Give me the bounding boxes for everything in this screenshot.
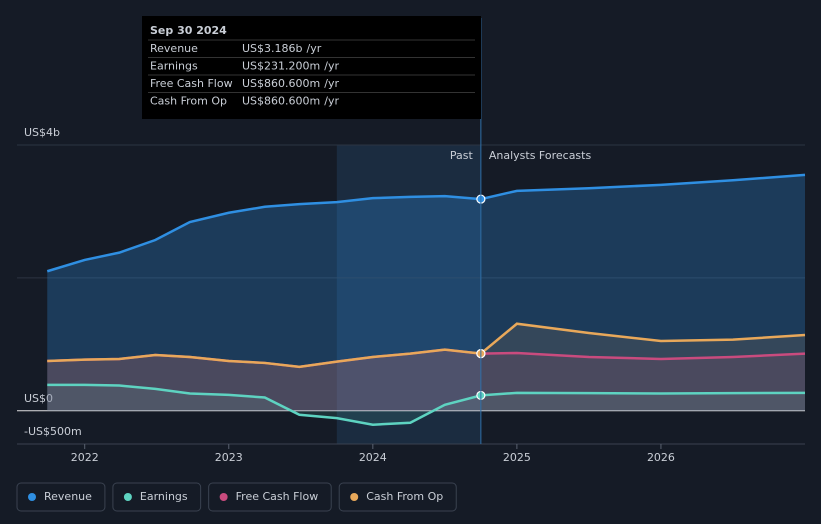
legend-swatch bbox=[350, 493, 359, 501]
legend-label: Free Cash Flow bbox=[236, 490, 319, 503]
legend-item[interactable]: Cash From Op bbox=[338, 482, 457, 512]
legend-button[interactable] bbox=[208, 482, 332, 512]
legend-label: Earnings bbox=[140, 490, 188, 503]
series-line bbox=[46, 173, 806, 273]
series-line bbox=[47, 383, 806, 426]
tooltip-label: Cash From Op bbox=[150, 95, 227, 108]
legend-item[interactable]: Earnings bbox=[112, 482, 202, 512]
tooltip-unit: /yr bbox=[324, 95, 339, 108]
x-tick-label: 2026 bbox=[647, 451, 675, 464]
y-tick-label: US$4b bbox=[24, 126, 60, 139]
y-tick-label: -US$500m bbox=[24, 425, 82, 438]
x-tick-label: 2022 bbox=[71, 451, 99, 464]
area-fill bbox=[47, 323, 806, 411]
tooltip-unit: /yr bbox=[324, 60, 339, 73]
tooltip-box bbox=[142, 16, 481, 119]
x-tick-label: 2023 bbox=[215, 451, 243, 464]
tooltip-label: Free Cash Flow bbox=[150, 77, 233, 90]
area-fill bbox=[47, 384, 806, 425]
tooltip-date: Sep 30 2024 bbox=[150, 24, 227, 37]
legend-swatch bbox=[28, 493, 36, 501]
tooltip-unit: /yr bbox=[307, 42, 322, 55]
tooltip-value: US$231.200m bbox=[242, 60, 320, 73]
legend-label: Cash From Op bbox=[366, 490, 443, 503]
legend-button[interactable] bbox=[338, 482, 457, 512]
legend-swatch bbox=[219, 493, 228, 501]
legend-label: Revenue bbox=[44, 490, 92, 503]
series-line bbox=[47, 322, 806, 369]
tooltip-unit: /yr bbox=[324, 77, 339, 90]
tooltip-label: Revenue bbox=[150, 42, 198, 55]
legend-item[interactable]: Free Cash Flow bbox=[208, 482, 332, 512]
area-fill bbox=[47, 174, 806, 411]
legend-button[interactable] bbox=[16, 482, 106, 512]
forecast-label: Analysts Forecasts bbox=[489, 149, 592, 162]
legend-item[interactable]: Revenue bbox=[16, 482, 106, 512]
past-label: Past bbox=[450, 149, 474, 162]
legend-button[interactable] bbox=[112, 482, 202, 512]
x-tick-label: 2024 bbox=[359, 451, 387, 464]
legend-swatch bbox=[123, 493, 132, 501]
tooltip-value: US$3.186b bbox=[242, 42, 303, 55]
tooltip-value: US$860.600m bbox=[242, 77, 320, 90]
tooltip-label: Earnings bbox=[150, 60, 198, 73]
tooltip-value: US$860.600m bbox=[242, 95, 320, 108]
x-tick-label: 2025 bbox=[503, 451, 531, 464]
y-tick-label: US$0 bbox=[24, 392, 53, 405]
highlight-band bbox=[336, 145, 481, 444]
